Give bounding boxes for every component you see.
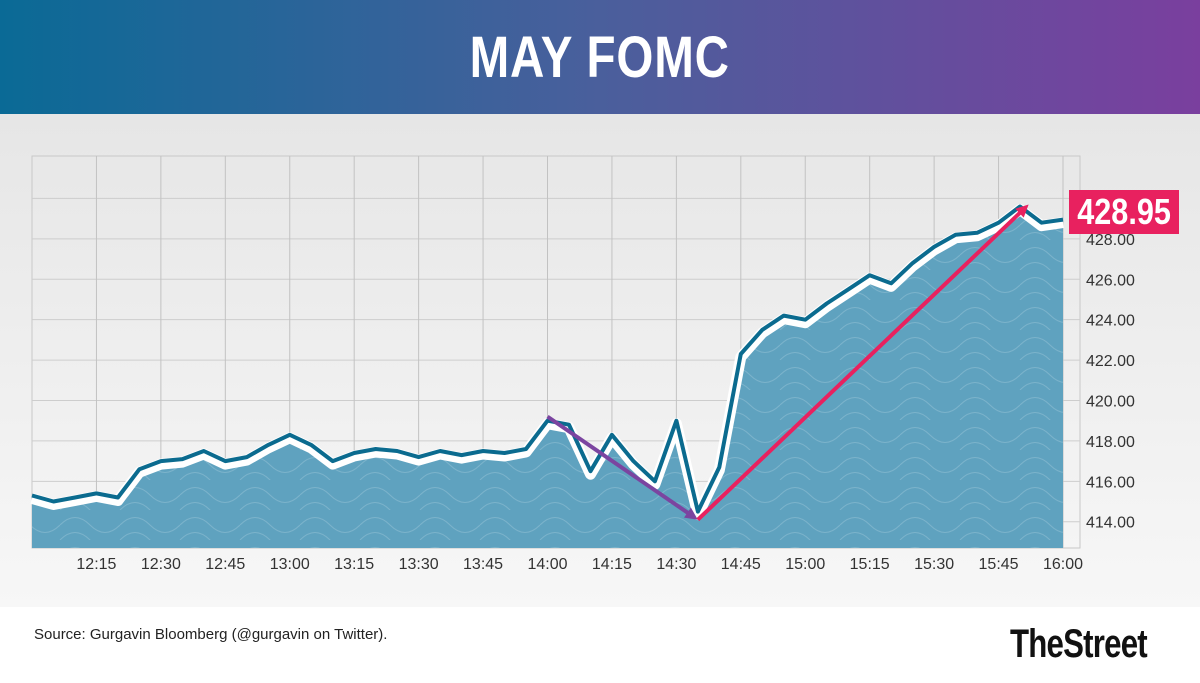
x-tick-label: 13:45 (463, 556, 503, 573)
header-banner: MAY FOMC (0, 0, 1200, 114)
x-tick-label: 15:15 (850, 556, 890, 573)
y-tick-label: 414.00 (1086, 515, 1135, 532)
y-tick-label: 422.00 (1086, 353, 1135, 370)
down-arrow-head (684, 507, 698, 520)
source-note: Source: Gurgavin Bloomberg (@gurgavin on… (34, 626, 388, 643)
up-arrow-shaft (696, 208, 1025, 522)
y-tick-label: 428.00 (1086, 232, 1135, 249)
y-tick-label: 420.00 (1086, 393, 1135, 410)
x-tick-label: 15:30 (914, 556, 954, 573)
x-tick-label: 12:45 (205, 556, 245, 573)
x-tick-label: 12:30 (141, 556, 181, 573)
x-tick-label: 13:00 (270, 556, 310, 573)
y-tick-label: 418.00 (1086, 434, 1135, 451)
x-tick-label: 13:30 (399, 556, 439, 573)
x-tick-label: 12:15 (76, 556, 116, 573)
y-tick-label: 426.00 (1086, 272, 1135, 289)
x-tick-label: 14:45 (721, 556, 761, 573)
x-tick-label: 14:30 (656, 556, 696, 573)
up-arrow-head (1015, 204, 1029, 218)
thestreet-logo: TheStreet (1010, 622, 1148, 666)
chart-title: MAY FOMC (469, 24, 731, 90)
x-tick-label: 15:45 (979, 556, 1019, 573)
x-tick-label: 14:00 (527, 556, 567, 573)
x-tick-label: 13:15 (334, 556, 374, 573)
x-tick-label: 15:00 (785, 556, 825, 573)
x-tick-label: 16:00 (1043, 556, 1083, 573)
last-price-value: 428.95 (1077, 191, 1171, 232)
y-tick-label: 416.00 (1086, 474, 1135, 491)
x-tick-label: 14:15 (592, 556, 632, 573)
last-price-label: 428.95 (1069, 190, 1179, 234)
down-arrow-shaft (546, 415, 693, 517)
area-texture (32, 206, 1063, 548)
y-tick-label: 424.00 (1086, 313, 1135, 330)
